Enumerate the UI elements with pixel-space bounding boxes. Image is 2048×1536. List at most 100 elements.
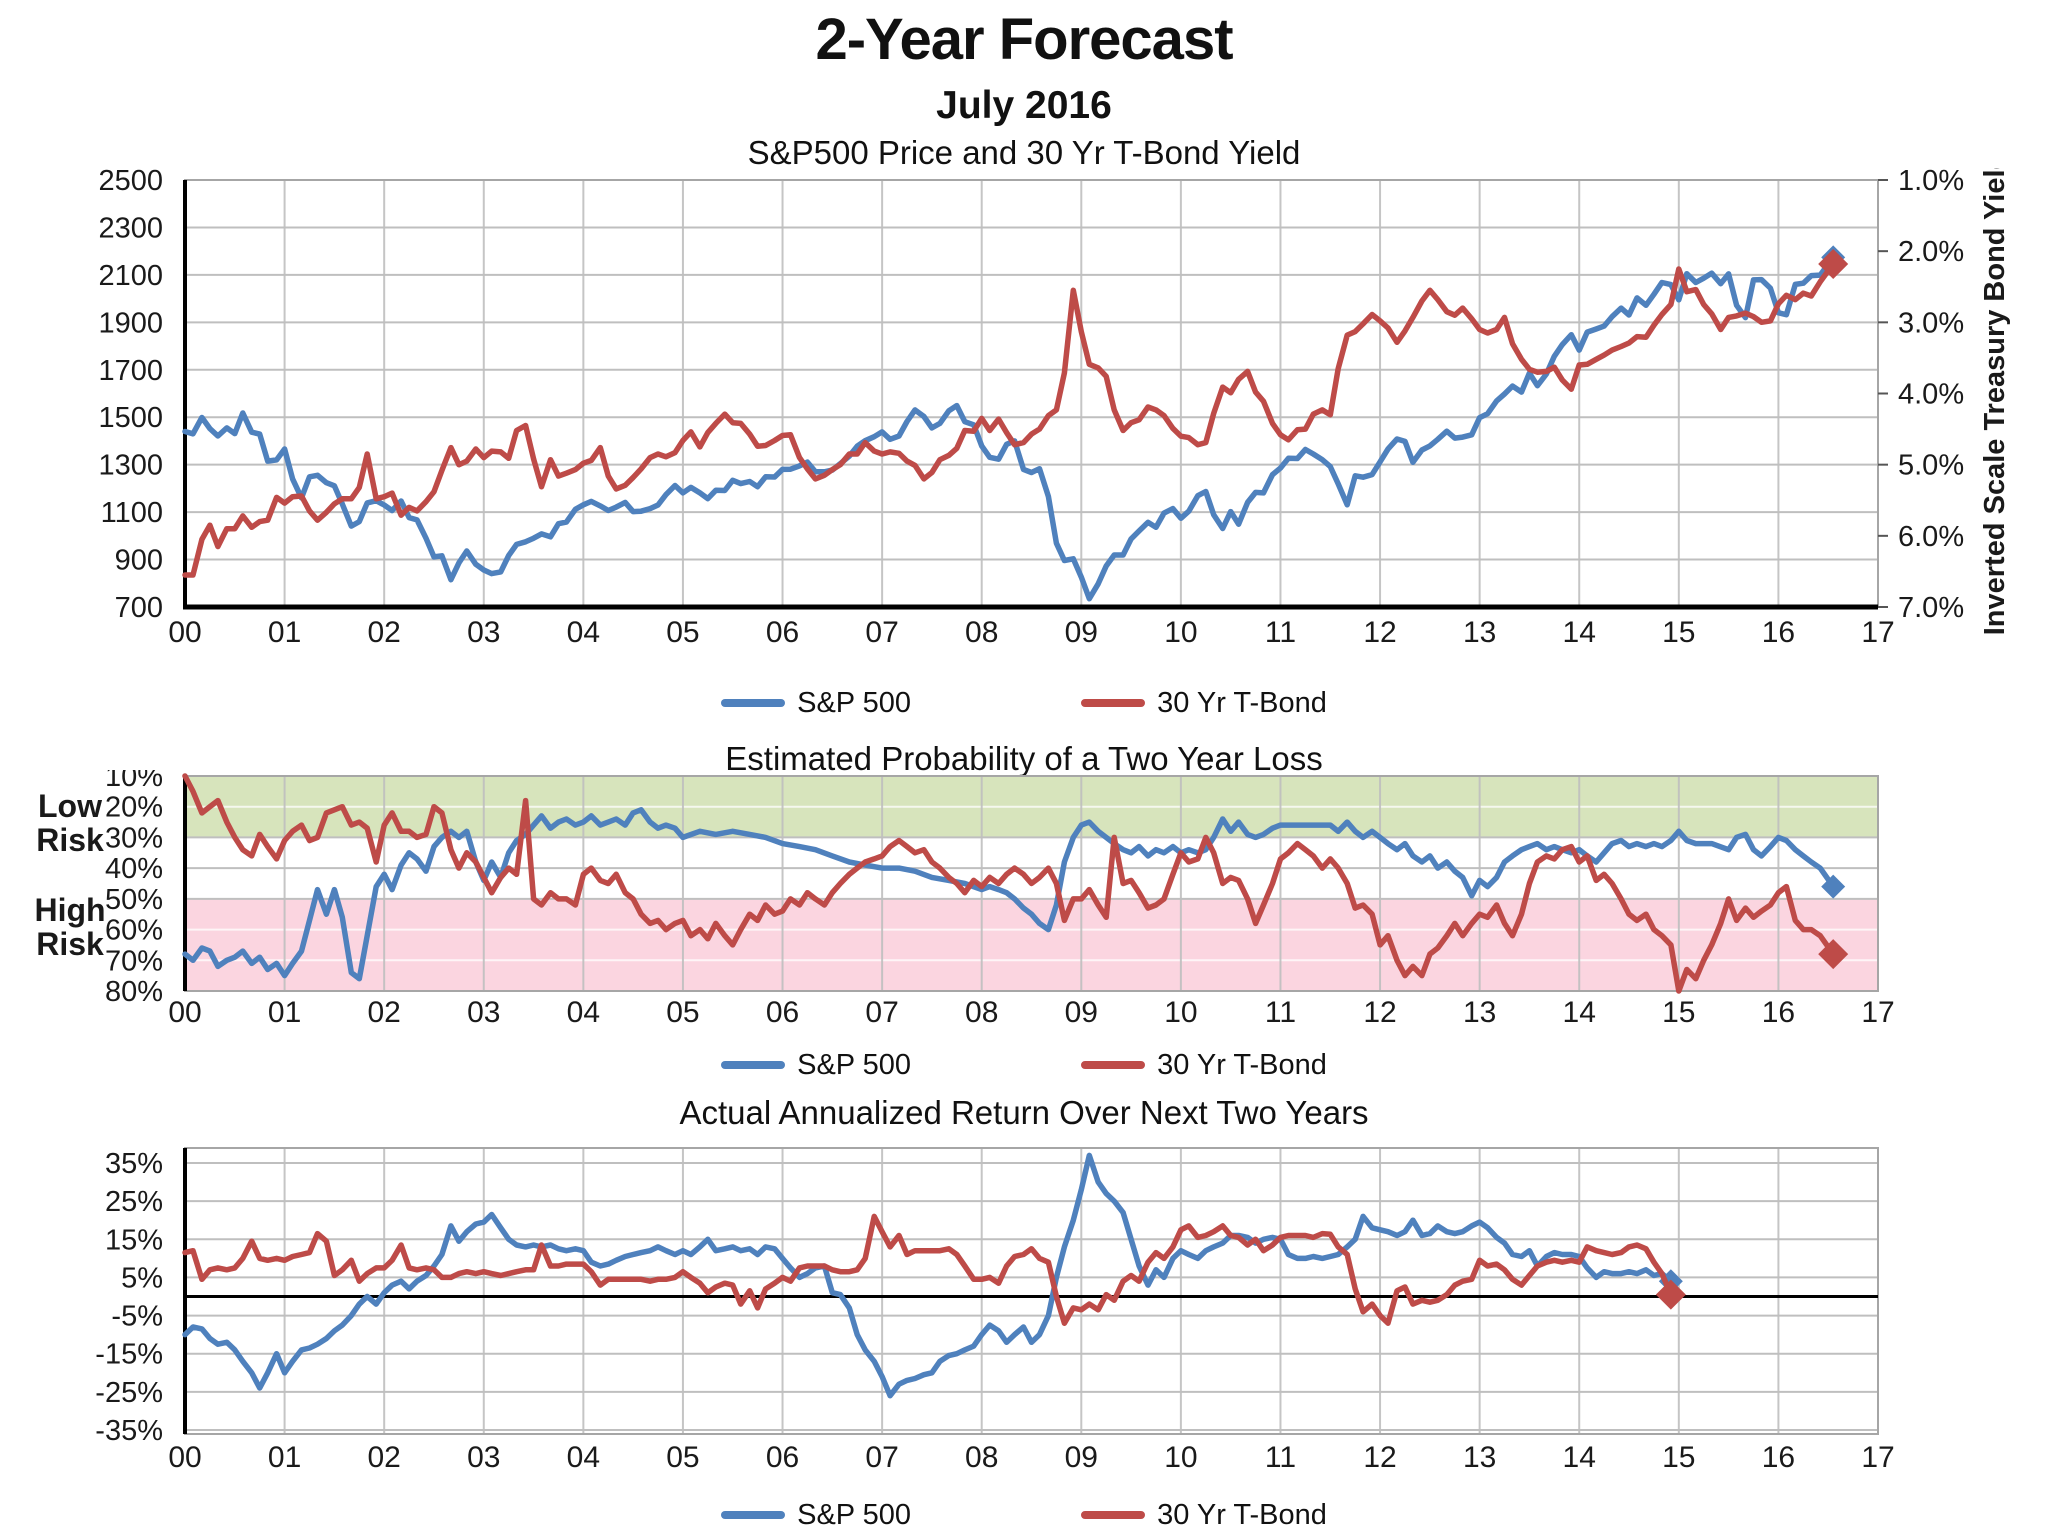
svg-text:20%: 20%	[105, 792, 163, 824]
svg-text:02: 02	[367, 616, 400, 649]
svg-text:5.0%: 5.0%	[1898, 450, 1964, 482]
svg-text:00: 00	[168, 996, 201, 1029]
svg-text:01: 01	[268, 616, 301, 649]
svg-text:07: 07	[865, 1441, 898, 1474]
svg-text:03: 03	[467, 996, 500, 1029]
svg-text:05: 05	[666, 996, 699, 1029]
svg-text:10: 10	[1164, 1441, 1197, 1474]
svg-text:09: 09	[1065, 1441, 1098, 1474]
svg-text:06: 06	[766, 1441, 799, 1474]
svg-text:03: 03	[467, 616, 500, 649]
svg-text:04: 04	[567, 1441, 600, 1474]
svg-text:16: 16	[1762, 996, 1795, 1029]
svg-text:10: 10	[1164, 616, 1197, 649]
tbond-line-swatch	[1081, 1061, 1146, 1069]
price-yield-chart-title: S&P500 Price and 30 Yr T-Bond Yield	[747, 134, 1301, 171]
svg-text:1700: 1700	[98, 355, 163, 387]
svg-text:13: 13	[1463, 616, 1496, 649]
svg-text:02: 02	[367, 996, 400, 1029]
probability-chart-title: Estimated Probability of a Two Year Loss	[725, 740, 1323, 777]
svg-text:10%: 10%	[105, 770, 163, 793]
svg-text:900: 900	[115, 545, 163, 577]
svg-text:-15%: -15%	[95, 1339, 163, 1371]
svg-text:High: High	[34, 892, 105, 928]
svg-text:1300: 1300	[98, 450, 163, 482]
svg-text:Risk: Risk	[36, 822, 104, 858]
v-gridlines	[184, 180, 1879, 607]
tbond-line-swatch	[1081, 699, 1146, 707]
svg-text:15%: 15%	[105, 1224, 163, 1256]
legend-item-sp500: S&P 500	[721, 687, 911, 720]
svg-text:10: 10	[1164, 996, 1197, 1029]
plot-border	[184, 179, 1879, 608]
series-line-sp500	[182, 807, 1836, 982]
sp500-line-swatch	[721, 699, 786, 707]
svg-text:16: 16	[1762, 616, 1795, 649]
svg-text:14: 14	[1563, 996, 1596, 1029]
svg-text:2100: 2100	[98, 260, 163, 292]
tbond-legend-label: 30 Yr T-Bond	[1157, 1498, 1327, 1531]
svg-text:14: 14	[1563, 616, 1596, 649]
svg-text:08: 08	[965, 996, 998, 1029]
svg-text:07: 07	[865, 996, 898, 1029]
svg-text:15: 15	[1662, 1441, 1695, 1474]
svg-text:30%: 30%	[105, 822, 163, 854]
sp500-line-swatch	[721, 1511, 786, 1519]
sp500-legend-label: S&P 500	[797, 686, 912, 719]
svg-text:12: 12	[1363, 616, 1396, 649]
svg-text:15: 15	[1662, 996, 1695, 1029]
svg-text:08: 08	[965, 1441, 998, 1474]
svg-text:Risk: Risk	[36, 926, 104, 962]
svg-text:11: 11	[1265, 616, 1296, 649]
svg-text:02: 02	[367, 1441, 400, 1474]
tbond-line-swatch	[1081, 1511, 1146, 1519]
end-diamond-tbond	[1818, 248, 1849, 279]
x-tick-labels: 00 01 02 03 04 05 06 07 08 09 10 11 12 13 14 15 16 17	[168, 996, 1894, 1029]
sp500-line-swatch	[721, 1061, 786, 1069]
right-axis-title: Inverted Scale Treasury Bond Yield	[1979, 168, 2011, 635]
svg-text:09: 09	[1065, 616, 1098, 649]
svg-text:1100: 1100	[101, 497, 163, 529]
svg-text:07: 07	[865, 616, 898, 649]
page-date: July 2016	[936, 84, 1112, 127]
svg-text:3.0%: 3.0%	[1898, 307, 1964, 339]
svg-text:01: 01	[268, 1441, 301, 1474]
end-diamond-tbond	[1818, 939, 1849, 970]
svg-text:06: 06	[766, 616, 799, 649]
svg-text:Low: Low	[38, 788, 102, 824]
svg-text:14: 14	[1563, 1441, 1596, 1474]
svg-text:08: 08	[965, 616, 998, 649]
svg-text:04: 04	[567, 996, 600, 1029]
svg-text:80%: 80%	[105, 976, 163, 1008]
series-line-tbond	[182, 773, 1836, 994]
svg-text:-25%: -25%	[95, 1377, 163, 1409]
svg-text:16: 16	[1762, 1441, 1795, 1474]
svg-text:7.0%: 7.0%	[1898, 592, 1964, 624]
svg-text:17: 17	[1861, 996, 1894, 1029]
legend-item-tbond: 30 Yr T-Bond	[1081, 1499, 1327, 1532]
svg-text:13: 13	[1463, 996, 1496, 1029]
svg-text:12: 12	[1363, 1441, 1396, 1474]
svg-text:05: 05	[666, 616, 699, 649]
svg-text:-5%: -5%	[111, 1301, 163, 1333]
svg-text:35%: 35%	[105, 1148, 163, 1180]
svg-text:6.0%: 6.0%	[1898, 521, 1964, 553]
svg-text:00: 00	[168, 616, 201, 649]
svg-text:700: 700	[115, 592, 163, 624]
svg-text:2.0%: 2.0%	[1898, 236, 1964, 268]
page-title: 2-Year Forecast	[815, 7, 1233, 72]
svg-text:04: 04	[567, 616, 600, 649]
return-chart-title: Actual Annualized Return Over Next Two Y…	[679, 1094, 1369, 1131]
return-legend: S&P 500 30 Yr T-Bond	[0, 1498, 2048, 1532]
probability-legend: S&P 500 30 Yr T-Bond	[0, 1048, 2048, 1082]
y-tick-labels: 2500 2300 2100 1900 1700 1500 1300 1100 900 700	[98, 168, 163, 624]
svg-text:05: 05	[666, 1441, 699, 1474]
series-line-sp500	[182, 254, 1836, 602]
svg-text:1900: 1900	[98, 307, 163, 339]
sp500-legend-label: S&P 500	[797, 1048, 912, 1081]
svg-text:01: 01	[268, 996, 301, 1029]
svg-text:1.0%: 1.0%	[1898, 168, 1964, 197]
tbond-legend-label: 30 Yr T-Bond	[1157, 1048, 1327, 1081]
y-tick-labels: 10%20%30%40%50%60%70%80%	[105, 770, 163, 1008]
